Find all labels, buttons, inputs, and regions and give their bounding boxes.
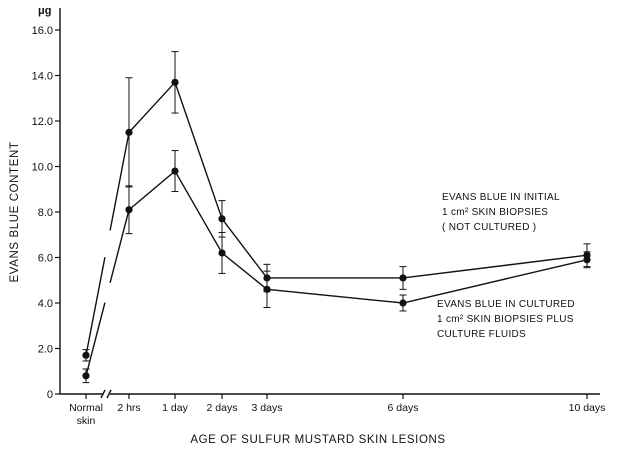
series-line-segment	[85, 257, 106, 356]
x-tick-label: 1 day	[162, 402, 188, 414]
data-point	[171, 78, 179, 86]
annotation-line: 1 cm² SKIN BIOPSIES	[442, 207, 548, 218]
x-tick-label: 10 days	[569, 402, 606, 414]
series-line	[128, 80, 588, 279]
x-axis-break-mark	[106, 389, 112, 399]
x-tick-label: 6 days	[388, 402, 419, 414]
data-point	[125, 206, 133, 214]
annotation-line: 1 cm² SKIN BIOPSIES PLUS	[437, 314, 574, 325]
series-line	[128, 169, 588, 304]
data-point	[399, 299, 407, 307]
y-tick-label: 8.0	[38, 207, 53, 219]
data-point	[218, 249, 226, 257]
x-tick-label: 3 days	[252, 402, 283, 414]
series-layer	[82, 51, 591, 384]
y-tick-label: 12.0	[32, 116, 53, 128]
data-point	[583, 256, 591, 264]
x-axis-label: AGE OF SULFUR MUSTARD SKIN LESIONS	[190, 434, 445, 446]
y-tick-label: 0	[47, 389, 53, 401]
annotation-line: CULTURE FLUIDS	[437, 329, 526, 340]
series-line-segment	[109, 209, 130, 283]
series-1-annotation: EVANS BLUE IN INITIAL 1 cm² SKIN BIOPSIES…	[442, 192, 560, 233]
y-tick-label: 16.0	[32, 25, 53, 37]
y-unit-label: μg	[38, 5, 51, 17]
x-tick-label: 2 days	[207, 402, 238, 414]
series-line-segment	[109, 132, 130, 231]
series-1	[82, 51, 591, 362]
data-point	[82, 372, 90, 380]
annotation-line: EVANS BLUE IN CULTURED	[437, 299, 575, 310]
series-line-segment	[85, 302, 106, 376]
series-2	[82, 150, 591, 384]
data-point	[82, 351, 90, 359]
annotations: EVANS BLUE IN INITIAL 1 cm² SKIN BIOPSIES…	[437, 192, 575, 340]
data-point	[125, 128, 133, 136]
y-axis-ticks: 0 2.0 4.0 6.0 8.0 10.0 12.0 14.0 16.0	[32, 25, 60, 401]
y-tick-label: 4.0	[38, 298, 53, 310]
annotation-line: EVANS BLUE IN INITIAL	[442, 192, 560, 203]
data-point	[399, 274, 407, 282]
data-point	[263, 285, 271, 293]
y-tick-label: 14.0	[32, 71, 53, 83]
annotation-line: ( NOT CULTURED )	[442, 222, 536, 233]
x-tick-label: 2 hrs	[117, 402, 140, 414]
y-tick-label: 2.0	[38, 344, 53, 356]
x-tick-label: Normal	[69, 402, 103, 414]
axes	[59, 8, 600, 399]
y-axis-label: EVANS BLUE CONTENT	[9, 142, 21, 283]
y-tick-label: 6.0	[38, 253, 53, 265]
data-point	[171, 167, 179, 175]
data-point	[218, 215, 226, 223]
x-tick-label: skin	[77, 415, 96, 427]
y-tick-label: 10.0	[32, 162, 53, 174]
series-2-annotation: EVANS BLUE IN CULTURED 1 cm² SKIN BIOPSIE…	[437, 299, 575, 340]
x-axis-break-mark	[100, 389, 106, 399]
